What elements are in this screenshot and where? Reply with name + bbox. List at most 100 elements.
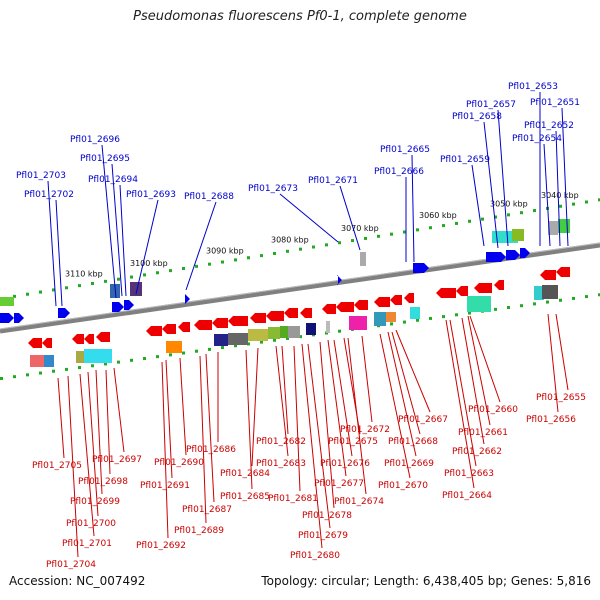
- reverse-gene-label[interactable]: Pfl01_2660: [468, 405, 518, 415]
- reverse-gene-arrow[interactable]: [162, 324, 176, 334]
- forward-gene-arrow[interactable]: [520, 248, 530, 258]
- gene-feature-block[interactable]: [76, 351, 84, 363]
- reverse-gene-label[interactable]: Pfl01_2670: [378, 481, 428, 491]
- forward-gene-label[interactable]: Pfl01_2654: [512, 134, 562, 144]
- reverse-gene-label[interactable]: Pfl01_2700: [66, 519, 116, 529]
- reverse-gene-label[interactable]: Pfl01_2677: [314, 479, 364, 489]
- reverse-gene-arrow[interactable]: [250, 313, 266, 323]
- forward-gene-label[interactable]: Pfl01_2666: [374, 167, 424, 177]
- reverse-gene-label[interactable]: Pfl01_2692: [136, 541, 186, 551]
- reverse-gene-label[interactable]: Pfl01_2704: [46, 560, 96, 570]
- reverse-gene-arrow[interactable]: [540, 270, 556, 280]
- reverse-gene-label[interactable]: Pfl01_2697: [92, 455, 142, 465]
- gene-feature-block[interactable]: [326, 321, 330, 333]
- forward-gene-label[interactable]: Pfl01_2703: [16, 171, 66, 181]
- gene-feature-block[interactable]: [306, 323, 316, 335]
- reverse-gene-label[interactable]: Pfl01_2676: [320, 459, 370, 469]
- reverse-gene-arrow[interactable]: [72, 334, 84, 344]
- forward-gene-arrow[interactable]: [0, 313, 14, 323]
- gene-feature-block[interactable]: [386, 312, 396, 322]
- gene-feature-block[interactable]: [410, 307, 420, 319]
- reverse-gene-label[interactable]: Pfl01_2663: [444, 469, 494, 479]
- reverse-gene-label[interactable]: Pfl01_2662: [452, 447, 502, 457]
- reverse-gene-label[interactable]: Pfl01_2690: [154, 458, 204, 468]
- reverse-gene-label[interactable]: Pfl01_2674: [334, 497, 384, 507]
- forward-gene-label[interactable]: Pfl01_2696: [70, 135, 120, 145]
- reverse-gene-arrow[interactable]: [436, 288, 456, 298]
- reverse-gene-arrow[interactable]: [494, 280, 504, 290]
- reverse-gene-label[interactable]: Pfl01_2691: [140, 481, 190, 491]
- gene-feature-block[interactable]: [374, 312, 386, 326]
- reverse-gene-label[interactable]: Pfl01_2655: [536, 393, 586, 403]
- gene-feature-block[interactable]: [512, 229, 524, 241]
- reverse-gene-label[interactable]: Pfl01_2689: [174, 526, 224, 536]
- forward-gene-label[interactable]: Pfl01_2665: [380, 145, 430, 155]
- forward-gene-label[interactable]: Pfl01_2693: [126, 190, 176, 200]
- forward-gene-arrow[interactable]: [506, 250, 520, 260]
- reverse-gene-label[interactable]: Pfl01_2681: [268, 494, 318, 504]
- forward-gene-label[interactable]: Pfl01_2695: [80, 154, 130, 164]
- forward-gene-label[interactable]: Pfl01_2651: [530, 98, 580, 108]
- reverse-gene-label[interactable]: Pfl01_2684: [220, 469, 270, 479]
- reverse-gene-label[interactable]: Pfl01_2669: [384, 459, 434, 469]
- reverse-gene-label[interactable]: Pfl01_2679: [298, 531, 348, 541]
- forward-gene-label[interactable]: Pfl01_2657: [466, 100, 516, 110]
- reverse-gene-label[interactable]: Pfl01_2705: [32, 461, 82, 471]
- forward-gene-label[interactable]: Pfl01_2702: [24, 190, 74, 200]
- forward-gene-label[interactable]: Pfl01_2658: [452, 112, 502, 122]
- reverse-gene-arrow[interactable]: [556, 267, 570, 277]
- reverse-gene-arrow[interactable]: [84, 334, 94, 344]
- reverse-gene-arrow[interactable]: [284, 308, 298, 318]
- gene-feature-block[interactable]: [228, 333, 248, 345]
- gene-feature-block[interactable]: [534, 286, 544, 300]
- reverse-gene-label[interactable]: Pfl01_2701: [62, 539, 112, 549]
- gene-feature-block[interactable]: [0, 297, 14, 306]
- reverse-gene-arrow[interactable]: [322, 304, 336, 314]
- reverse-gene-arrow[interactable]: [456, 286, 468, 296]
- gene-feature-block[interactable]: [542, 285, 558, 299]
- forward-gene-label[interactable]: Pfl01_2671: [308, 176, 358, 186]
- reverse-gene-label[interactable]: Pfl01_2664: [442, 491, 492, 501]
- reverse-gene-arrow[interactable]: [42, 338, 52, 348]
- forward-gene-arrow[interactable]: [124, 300, 134, 310]
- forward-gene-arrow[interactable]: [486, 252, 506, 262]
- gene-feature-block[interactable]: [248, 329, 268, 341]
- reverse-gene-arrow[interactable]: [336, 302, 354, 312]
- reverse-gene-arrow[interactable]: [266, 311, 284, 321]
- reverse-gene-arrow[interactable]: [228, 316, 248, 326]
- forward-gene-arrow[interactable]: [58, 308, 70, 318]
- reverse-gene-arrow[interactable]: [354, 300, 368, 310]
- reverse-gene-arrow[interactable]: [404, 293, 414, 303]
- gene-feature-block[interactable]: [44, 355, 54, 367]
- reverse-gene-arrow[interactable]: [178, 322, 190, 332]
- reverse-gene-arrow[interactable]: [474, 283, 492, 293]
- reverse-gene-arrow[interactable]: [212, 318, 228, 328]
- reverse-gene-label[interactable]: Pfl01_2685: [220, 492, 270, 502]
- reverse-gene-label[interactable]: Pfl01_2698: [78, 477, 128, 487]
- gene-feature-block[interactable]: [130, 282, 142, 296]
- forward-gene-label[interactable]: Pfl01_2652: [524, 121, 574, 131]
- forward-gene-arrow[interactable]: [112, 302, 124, 312]
- gene-feature-block[interactable]: [166, 341, 182, 353]
- reverse-gene-label[interactable]: Pfl01_2656: [526, 415, 576, 425]
- gene-feature-block[interactable]: [492, 231, 518, 243]
- forward-gene-label[interactable]: Pfl01_2653: [508, 82, 558, 92]
- gene-feature-block[interactable]: [360, 252, 366, 266]
- reverse-gene-arrow[interactable]: [300, 308, 312, 318]
- reverse-gene-arrow[interactable]: [194, 320, 212, 330]
- forward-gene-arrow[interactable]: [185, 294, 190, 304]
- reverse-gene-arrow[interactable]: [146, 326, 162, 336]
- reverse-gene-label[interactable]: Pfl01_2687: [182, 505, 232, 515]
- gene-feature-block[interactable]: [30, 355, 44, 367]
- reverse-gene-label[interactable]: Pfl01_2682: [256, 437, 306, 447]
- reverse-gene-label[interactable]: Pfl01_2667: [398, 415, 448, 425]
- gene-feature-block[interactable]: [214, 334, 228, 346]
- reverse-gene-label[interactable]: Pfl01_2672: [340, 425, 390, 435]
- forward-gene-arrow[interactable]: [337, 275, 342, 285]
- reverse-gene-label[interactable]: Pfl01_2680: [290, 551, 340, 561]
- gene-feature-block[interactable]: [288, 326, 300, 338]
- reverse-gene-label[interactable]: Pfl01_2683: [256, 459, 306, 469]
- gene-feature-block[interactable]: [467, 296, 491, 312]
- gene-feature-block[interactable]: [84, 349, 112, 363]
- forward-gene-label[interactable]: Pfl01_2659: [440, 155, 490, 165]
